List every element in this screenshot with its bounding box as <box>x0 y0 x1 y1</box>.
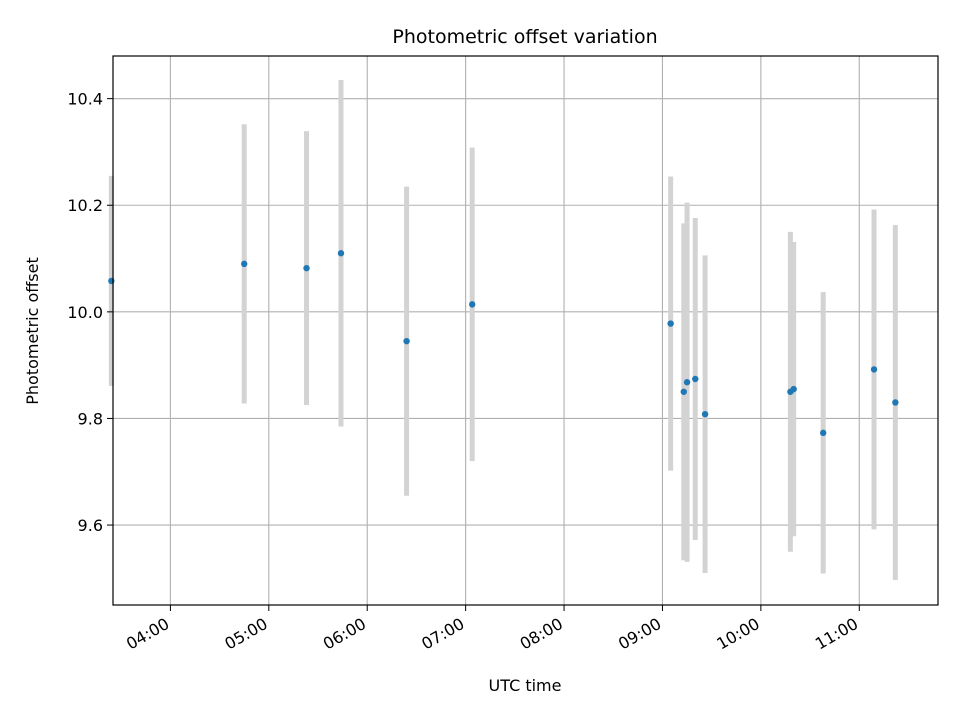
y-tick-label: 9.6 <box>78 516 103 535</box>
x-axis-title: UTC time <box>489 676 562 695</box>
data-point <box>790 385 797 393</box>
y-tick-label: 10.2 <box>67 196 103 215</box>
plot-frame <box>112 55 939 606</box>
y-tick-label: 10.4 <box>67 90 103 109</box>
data-point <box>241 260 248 268</box>
y-tick-label: 9.8 <box>78 409 103 428</box>
data-point <box>403 337 410 345</box>
y-axis-title: Photometric offset <box>23 257 42 405</box>
data-point <box>337 250 345 257</box>
data-point <box>692 375 699 383</box>
y-tick-label: 10.0 <box>67 303 103 322</box>
data-point <box>819 429 827 437</box>
chart-title: Photometric offset variation <box>392 26 657 48</box>
data-point <box>468 301 476 308</box>
data-point <box>683 379 691 386</box>
data-point <box>892 399 899 406</box>
data-point <box>870 366 878 373</box>
data-point <box>680 388 687 395</box>
grid-layer <box>113 56 938 605</box>
data-point <box>667 320 674 327</box>
data-point <box>303 264 310 272</box>
data-point <box>701 410 709 418</box>
